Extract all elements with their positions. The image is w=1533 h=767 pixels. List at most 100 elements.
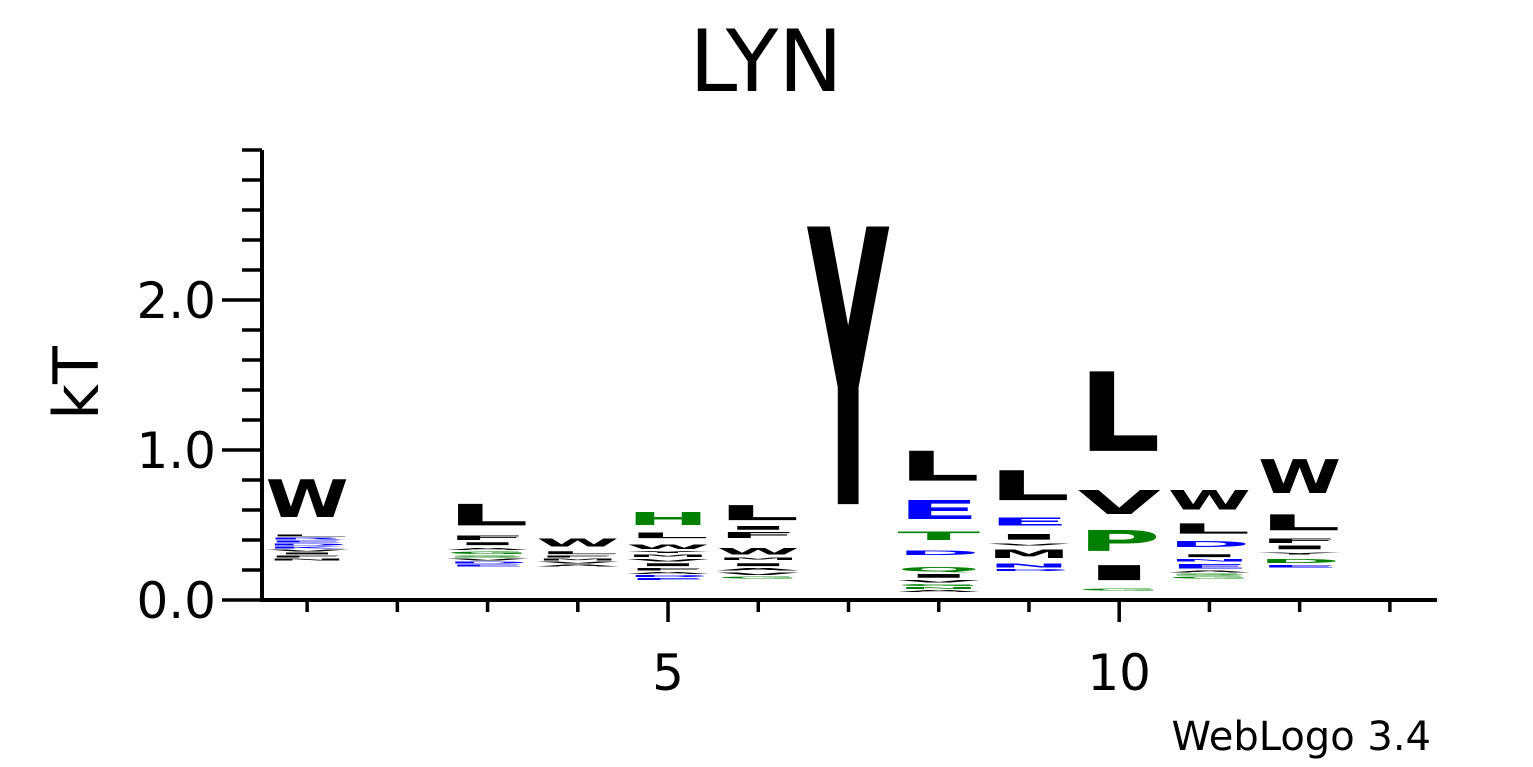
y-axis-ticks: 0.0 1.0 2.0 <box>136 148 262 630</box>
logo-letter: M <box>717 556 800 560</box>
logo-letter: I <box>987 533 1070 542</box>
logo-letter: E <box>627 578 710 581</box>
logo-letter: M <box>987 548 1070 561</box>
logo-letter: S <box>1168 573 1251 576</box>
logo-letter: V <box>987 543 1070 546</box>
logo-letter: Y <box>1258 552 1341 555</box>
logo-letter: D <box>1258 558 1341 564</box>
logo-letter: I <box>1258 545 1341 551</box>
logo-letter: L <box>627 531 710 540</box>
logo-letter: G <box>897 584 980 587</box>
logo-letter: G <box>446 551 529 555</box>
logo-letter: D <box>1168 540 1251 549</box>
y-tick-label: 1.0 <box>136 422 216 480</box>
logo-letter: D <box>446 561 529 564</box>
logo-letter: A <box>627 572 710 575</box>
logo-letter: N <box>897 587 980 590</box>
chart-title: LYN <box>689 12 842 112</box>
logo-letter: V <box>536 561 619 564</box>
logo-letter: W <box>536 537 619 549</box>
logo-letter: V <box>446 558 529 561</box>
logo-letter: D <box>627 574 710 577</box>
logo-letter: V <box>627 558 710 562</box>
logo-letter: F <box>446 534 529 541</box>
x-axis-ticks: 5 10 <box>305 600 1392 702</box>
logo-letter: I <box>717 525 800 531</box>
logo-letter: G <box>1168 576 1251 579</box>
logo-letter: I <box>627 563 710 567</box>
logo-letter: A <box>536 564 619 567</box>
logo-letter: G <box>1078 588 1161 591</box>
logo-letter: L <box>1258 510 1341 535</box>
logo-letter: D <box>897 549 980 557</box>
logo-letter: E <box>897 495 980 525</box>
logo-letter: E <box>1168 563 1251 570</box>
logo-letter: W <box>627 543 710 551</box>
logo-letter: L <box>1168 521 1251 537</box>
logo-letter: A <box>897 590 980 593</box>
logo-letter: G <box>717 576 800 579</box>
logo-letter: S <box>446 555 529 558</box>
x-tick-label: 5 <box>652 644 684 702</box>
logo-letter: L <box>717 501 800 525</box>
stack-position-7: Y <box>806 152 889 595</box>
logo-letter: L <box>446 498 529 532</box>
logo-letter: I <box>1078 561 1161 585</box>
logo-letter: Q <box>897 566 980 573</box>
weblogo-credit: WebLogo 3.4 <box>1172 714 1431 760</box>
logo-letter: V <box>266 549 349 552</box>
logo-letter: E <box>266 540 349 543</box>
logo-letter: T <box>897 530 980 543</box>
y-axis-label: kT <box>40 345 113 420</box>
logo-letter: H <box>627 509 710 530</box>
logo-letter: E <box>1258 564 1341 568</box>
logo-letter: R <box>266 537 349 540</box>
logo-letter: F <box>266 555 349 558</box>
y-tick-label: 2.0 <box>136 272 216 330</box>
logo-letter: P <box>1078 525 1161 558</box>
logo-letter: E <box>987 516 1070 528</box>
logo-letter: L <box>1078 351 1161 477</box>
logo-letter: F <box>717 531 800 540</box>
logo-letter: M <box>627 553 710 557</box>
logo-letter: D <box>266 543 349 546</box>
logo-letter: I <box>717 563 800 567</box>
logo-letter: N <box>987 563 1070 569</box>
logo-letter: A <box>1168 570 1251 573</box>
logo-letter: A <box>446 548 529 551</box>
logo-letter: W <box>1168 485 1251 516</box>
logo-letter: V <box>717 572 800 576</box>
logo-letter: F <box>1258 537 1341 544</box>
logo-letter: L <box>897 442 980 490</box>
logo-letter: F <box>536 555 619 558</box>
logo-letter: M <box>536 558 619 561</box>
x-tick-label: 10 <box>1087 644 1151 702</box>
logo-letter: Y <box>626 551 709 554</box>
logo-letter: K <box>266 546 349 549</box>
logo-letter: L <box>536 550 619 555</box>
logo-letter: W <box>1258 450 1341 504</box>
letter-stacks: NFIVKDERLWEDVSGAIFLAVMFLWEDAFIVMYWLHGVAI… <box>266 152 1342 595</box>
logo-letter: E <box>446 564 529 567</box>
logo-letter: N <box>1168 558 1251 562</box>
logo-letter: I <box>446 542 529 546</box>
logo-letter: W <box>266 470 349 530</box>
logo-letter: N <box>266 558 349 561</box>
logo-letter: I <box>897 573 980 579</box>
logo-letter: D <box>987 568 1070 571</box>
logo-letter: V <box>1078 483 1162 522</box>
logo-letter: V <box>897 579 980 583</box>
logo-letter: L <box>987 462 1070 510</box>
y-tick-label: 0.0 <box>136 572 216 630</box>
logo-letter: I <box>1168 554 1251 558</box>
